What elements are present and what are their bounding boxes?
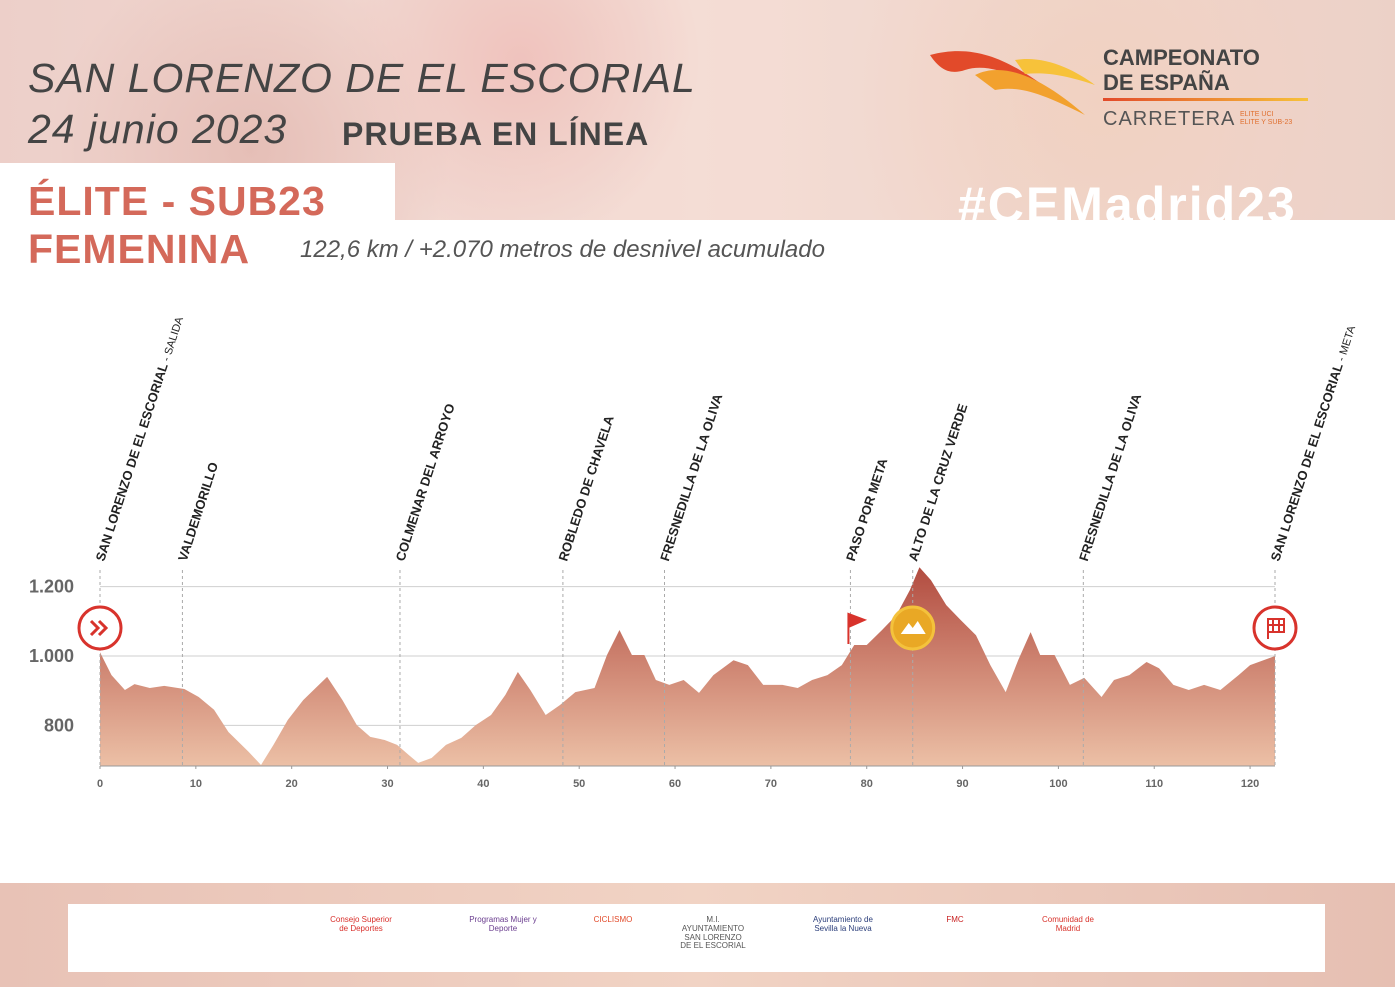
waypoint-label: ALTO DE LA CRUZ VERDE (905, 402, 970, 563)
race-type: PRUEBA EN LÍNEA (342, 116, 650, 152)
y-tick-label: 1.200 (29, 577, 74, 597)
details: 122,6 km / +2.070 metros de desnivel acu… (300, 236, 825, 263)
sponsor-logo: Ayuntamiento de Sevilla la Nueva (813, 915, 873, 933)
logo-small-line: ELITE Y SUB-23 (1240, 119, 1293, 126)
waypoint-name: FRESNEDILLA DE LA OLIVA (1076, 391, 1145, 563)
x-tick-label: 120 (1241, 778, 1259, 790)
x-tick-label: 50 (573, 778, 585, 790)
category: ÉLITE - SUB23 (28, 178, 326, 224)
x-tick-label: 10 (190, 778, 202, 790)
hashtag: #CEMadrid23 (958, 177, 1297, 233)
title: SAN LORENZO DE EL ESCORIAL (28, 55, 696, 101)
waypoint-label: FRESNEDILLA DE LA OLIVA (657, 391, 726, 563)
logo-small: ELITE UCI ELITE Y SUB-23 (1240, 111, 1292, 127)
sponsor-logo: CICLISMO (593, 915, 633, 924)
x-tick-label: 100 (1049, 778, 1067, 790)
waypoint-label: COLMENAR DEL ARROYO (393, 402, 458, 563)
waypoint-label: VALDEMORILLO (175, 460, 221, 563)
x-tick-label: 80 (861, 778, 873, 790)
y-tick-label: 800 (44, 715, 74, 735)
sponsor-logo: M.I. AYUNTAMIENTO SAN LORENZO DE EL ESCO… (680, 915, 746, 951)
waypoint-label: SAN LORENZO DE EL ESCORIAL - META (1268, 323, 1359, 563)
sponsor-logo: Comunidad de Madrid (1041, 915, 1095, 933)
x-tick-label: 30 (381, 778, 393, 790)
sponsor-box: Consejo Superior de Deportes Programas Mu… (68, 904, 1325, 972)
y-tick-label: 1.000 (29, 646, 74, 666)
waypoint-note: - META (1335, 324, 1358, 363)
waypoint-name: VALDEMORILLO (175, 460, 221, 563)
climb-icon (890, 605, 936, 651)
logo-text: CAMPEONATO DE ESPAÑA (1103, 45, 1260, 95)
logo-sub: CARRETERA (1103, 108, 1236, 130)
waypoint-name: PASO POR META (843, 456, 891, 563)
logo-rule (1103, 98, 1308, 101)
x-tick-label: 110 (1145, 778, 1163, 790)
climb-icon-glyph (900, 621, 926, 634)
logo-line: DE ESPAÑA (1103, 70, 1230, 95)
date: 24 junio 2023 (28, 106, 288, 152)
finish-icon-circle (1252, 605, 1298, 651)
flag-icon (847, 612, 868, 644)
finish-icon (1252, 605, 1298, 651)
x-tick-label: 60 (669, 778, 681, 790)
waypoint-name: COLMENAR DEL ARROYO (393, 402, 458, 563)
sponsor-logo: Programas Mujer y Deporte (469, 915, 537, 933)
waypoint-name: FRESNEDILLA DE LA OLIVA (657, 391, 726, 563)
waypoint-note: - SALIDA (160, 315, 186, 363)
sponsor-logo: FMC (946, 915, 964, 924)
waypoint-name: ALTO DE LA CRUZ VERDE (905, 402, 970, 563)
x-tick-label: 40 (477, 778, 489, 790)
waypoint-name: SAN LORENZO DE EL ESCORIAL (1268, 361, 1346, 563)
finish-icon-glyph (1267, 618, 1285, 639)
logo-small-line: ELITE UCI (1240, 111, 1274, 118)
start-icon-glyph (89, 619, 109, 637)
waypoint-label: PASO POR META (843, 456, 891, 563)
logo-swoosh (930, 51, 1095, 115)
x-tick-label: 90 (956, 778, 968, 790)
waypoint-label: SAN LORENZO DE EL ESCORIAL - SALIDA (93, 314, 187, 563)
logo-line: CAMPEONATO (1103, 45, 1260, 70)
x-tick-label: 70 (765, 778, 777, 790)
waypoint-label: ROBLEDO DE CHAVELA (555, 413, 616, 563)
elevation-chart: 800 1.000 1.200 0 10 20 30 40 50 60 70 80 90 100 110 12… (29, 314, 1359, 790)
category-box (0, 163, 395, 220)
waypoint-name: ROBLEDO DE CHAVELA (555, 413, 616, 563)
x-tick-label: 0 (97, 778, 103, 790)
start-icon (77, 605, 123, 651)
category-2: FEMENINA (28, 226, 251, 272)
sponsor-logo: Consejo Superior de Deportes (330, 915, 392, 933)
x-tick-label: 20 (286, 778, 298, 790)
waypoint-label: FRESNEDILLA DE LA OLIVA (1076, 391, 1145, 563)
waypoint-name: SAN LORENZO DE EL ESCORIAL (93, 361, 171, 563)
elevation-area (100, 567, 1275, 766)
